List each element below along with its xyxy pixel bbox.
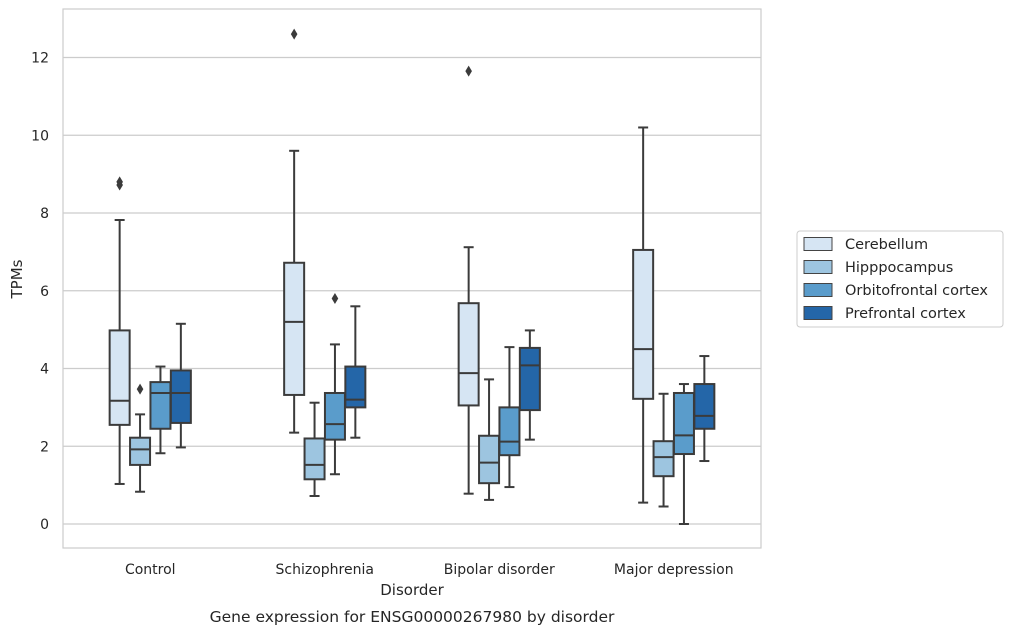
box-group — [693, 355, 716, 463]
x-axis-ticks: Control Schizophrenia Bipolar disorder Majo… — [125, 562, 734, 578]
box — [457, 302, 480, 407]
y-tick-label: 10 — [31, 128, 49, 144]
box-group — [323, 293, 346, 476]
legend-label: Cerebellum — [845, 237, 928, 253]
y-axis-title: TPMs — [8, 259, 26, 299]
legend-label: Prefrontal cortex — [845, 306, 966, 322]
gridlines — [63, 56, 761, 525]
chart-caption: Gene expression for ENSG00000267980 by d… — [210, 608, 615, 626]
y-tick-label: 4 — [40, 362, 49, 378]
box — [323, 391, 346, 441]
x-axis-title: Disorder — [380, 581, 444, 599]
box — [129, 436, 152, 466]
box-group — [457, 65, 480, 495]
box — [498, 406, 521, 457]
box-group — [303, 401, 326, 498]
box-group — [518, 329, 541, 441]
y-tick-label: 2 — [40, 439, 49, 455]
box-group — [283, 28, 306, 434]
box — [108, 329, 131, 426]
series-hipppocampus — [129, 378, 675, 508]
box — [344, 365, 367, 409]
series-cerebellum — [108, 28, 655, 504]
box-group — [344, 305, 367, 439]
box — [283, 261, 306, 396]
y-tick-label: 6 — [40, 284, 49, 300]
legend-swatch — [803, 260, 833, 274]
x-tick-label: Schizophrenia — [276, 562, 374, 578]
x-tick-label: Control — [125, 562, 176, 578]
outlier-point — [290, 28, 298, 40]
box-group — [632, 126, 655, 504]
y-tick-label: 0 — [40, 517, 49, 533]
y-tick-label: 8 — [40, 206, 49, 222]
box-group — [652, 392, 675, 508]
y-axis-ticks: 0 2 4 6 8 10 12 — [31, 51, 49, 534]
x-tick-label: Major depression — [614, 562, 734, 578]
legend-label: Orbitofrontal cortex — [845, 283, 988, 299]
legend-swatch — [803, 237, 833, 251]
box — [518, 346, 541, 412]
legend: Cerebellum Hipppocampus Orbitofrontal cort… — [796, 230, 1004, 328]
box-group — [478, 378, 501, 501]
box — [149, 381, 172, 430]
box — [693, 383, 716, 430]
legend-frame — [796, 230, 1004, 328]
outlier-point — [116, 176, 123, 188]
x-tick-label: Bipolar disorder — [444, 562, 555, 578]
outlier-point — [136, 383, 144, 395]
outlier-point — [465, 65, 472, 77]
outlier-point — [331, 293, 339, 305]
box-group — [129, 383, 152, 493]
box-group — [672, 383, 695, 525]
legend-label: Hipppocampus — [845, 260, 953, 276]
box — [169, 369, 192, 424]
box — [478, 434, 501, 485]
box — [303, 437, 326, 481]
box — [632, 248, 655, 400]
series-orbitofrontal-cortex — [149, 293, 695, 525]
y-tick-label: 12 — [31, 51, 49, 67]
box-group — [108, 176, 131, 485]
box-group — [498, 346, 521, 489]
box-plot-series — [108, 28, 716, 525]
plot-frame — [62, 8, 762, 549]
legend-swatch — [803, 283, 833, 297]
series-prefrontal-cortex — [169, 305, 716, 463]
legend-swatch — [803, 306, 833, 320]
box — [652, 440, 675, 478]
box-group — [169, 322, 192, 449]
box-group — [149, 365, 172, 455]
box — [672, 391, 695, 456]
